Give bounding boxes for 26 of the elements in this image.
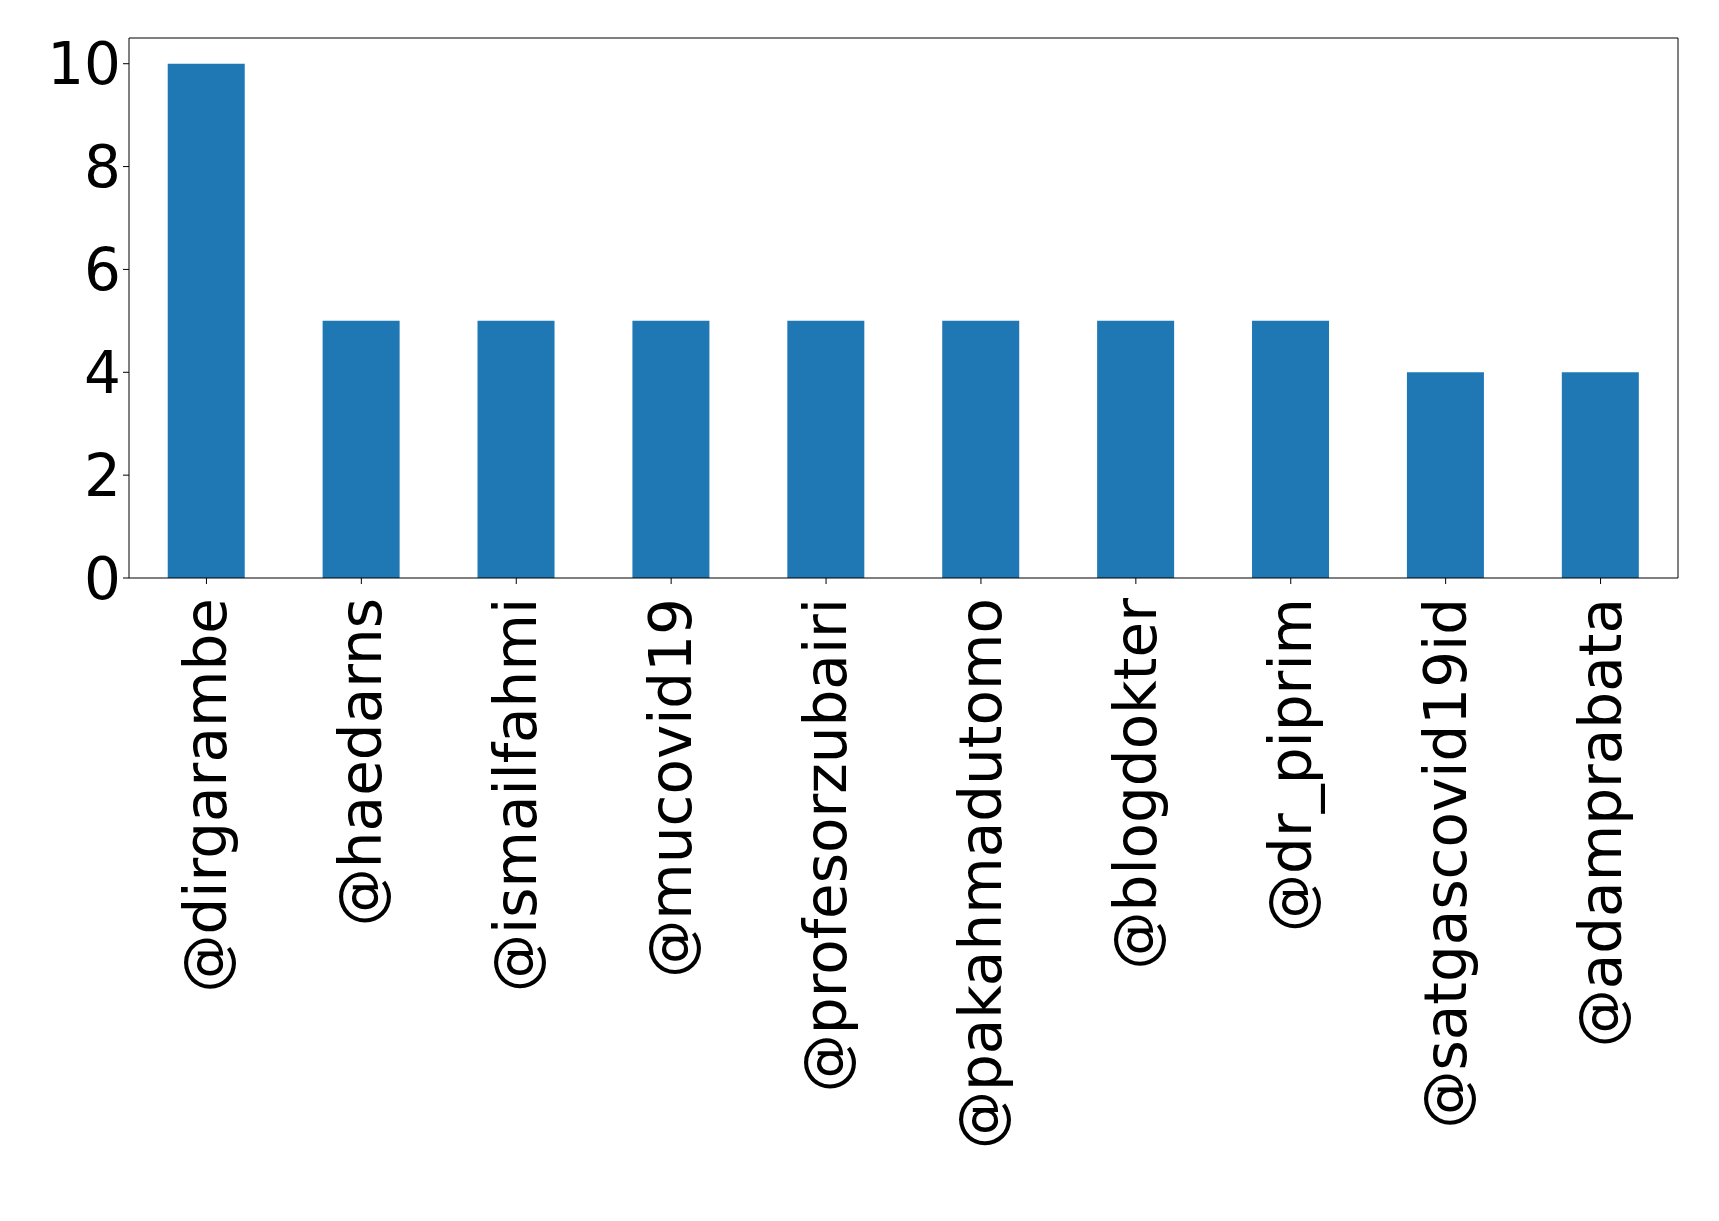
y-tick-label: 4 xyxy=(84,338,121,407)
x-tick-label: @pakahmadutomo xyxy=(946,598,1015,1150)
bar xyxy=(167,63,245,578)
bar xyxy=(322,320,400,578)
bar xyxy=(1561,372,1639,578)
x-tick-label: @adamprabata xyxy=(1566,598,1635,1048)
x-tick-label: @blogdokter xyxy=(1101,597,1170,970)
bar xyxy=(1097,320,1175,578)
bar xyxy=(787,320,865,578)
y-tick-label: 10 xyxy=(47,30,121,99)
bar xyxy=(477,320,555,578)
x-tick-label: @mucovid19 xyxy=(637,598,706,978)
x-tick-label: @profesorzubairi xyxy=(792,598,861,1093)
x-tick-label: @dirgarambe xyxy=(172,598,241,993)
bar xyxy=(1406,372,1484,578)
x-tick-label: @satgascovid19id xyxy=(1411,598,1480,1129)
bar xyxy=(1252,320,1330,578)
y-tick-label: 6 xyxy=(84,236,121,305)
y-tick-label: 8 xyxy=(84,133,121,202)
y-tick-label: 2 xyxy=(84,441,121,510)
x-tick-label: @ismailfahmi xyxy=(482,598,551,992)
bar xyxy=(942,320,1020,578)
x-tick-label: @dr_piprim xyxy=(1256,598,1325,932)
y-tick-label: 0 xyxy=(84,544,121,613)
bar xyxy=(632,320,710,578)
x-tick-label: @haedarns xyxy=(327,598,396,927)
